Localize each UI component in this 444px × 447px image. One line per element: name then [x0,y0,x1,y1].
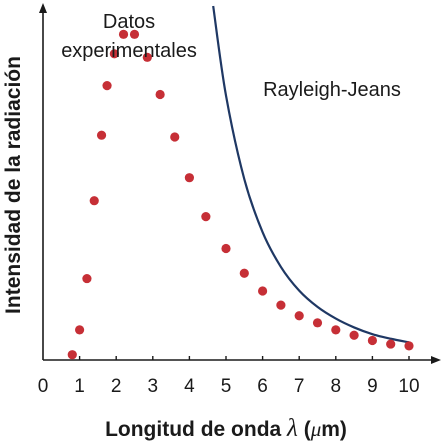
x-tick-label-4: 4 [184,376,195,397]
x-tick-label-7: 7 [294,376,305,397]
data-point-15 [239,268,249,278]
x-axis-label-symbol: λ [286,415,298,442]
x-tick-label-8: 8 [331,376,342,397]
x-tick-label-10: 10 [398,376,419,397]
x-tick-label-2: 2 [111,376,122,397]
x-tick-label-5: 5 [221,376,232,397]
data-point-12 [184,173,194,183]
annotation-rayleigh-jeans: Rayleigh-Jeans [263,79,401,101]
data-point-8 [129,29,140,39]
data-point-0 [67,350,77,360]
data-point-10 [155,89,165,100]
data-point-18 [294,311,304,321]
x-tick-label-0: 0 [38,376,49,397]
data-point-22 [367,335,377,346]
data-point-9 [142,52,152,62]
data-point-13 [201,212,211,222]
x-axis-label-unit-rest: m) [321,418,347,441]
y-axis-label: Intensidad de la radiación [2,56,25,314]
data-point-1 [75,325,85,335]
annotation-datos-line2: experimentales [61,40,197,62]
data-point-16 [258,286,268,296]
x-tick-label-6: 6 [257,376,268,397]
x-tick-label-1: 1 [74,376,85,397]
data-point-11 [170,132,180,142]
data-point-21 [349,330,359,340]
annotation-datos-line1: Datos [103,11,155,33]
data-point-19 [312,318,323,328]
data-point-5 [102,81,112,91]
data-point-24 [404,341,414,351]
x-tick-label-3: 3 [148,376,159,397]
data-point-23 [386,339,396,349]
data-point-6 [109,49,119,59]
x-axis-label-unit-open: ( [298,418,311,441]
x-axis-label-prefix: Longitud de onda [105,418,287,441]
x-tick-label-9: 9 [367,376,378,397]
x-ticks [78,356,410,360]
data-point-20 [331,325,341,335]
series-rayleigh-jeans-line [212,5,410,344]
data-point-4 [96,130,107,140]
x-tick-labels: 0 1 2 3 4 5 6 7 8 9 10 [38,376,420,397]
data-point-7 [118,29,129,39]
x-axis-label: Longitud de onda λ (μm) [105,415,347,442]
data-point-14 [221,243,231,254]
series-datos-experimentales [67,29,414,360]
data-point-3 [89,196,99,206]
data-point-17 [276,300,286,310]
x-axis-label-unit-mu: μ [310,417,322,441]
data-point-2 [82,273,92,284]
